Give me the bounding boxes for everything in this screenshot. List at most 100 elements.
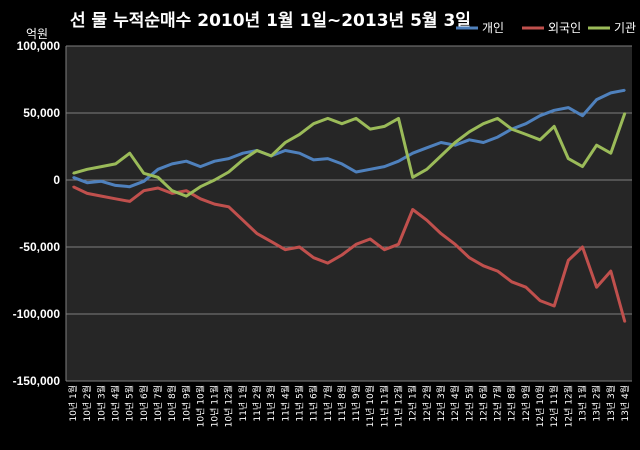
data-point [284, 149, 287, 152]
data-point [426, 168, 428, 171]
data-point [199, 197, 202, 200]
data-point [213, 160, 216, 163]
data-point [256, 232, 258, 235]
data-point [128, 200, 131, 203]
x-tick-label: 12년 5월 [463, 385, 475, 422]
data-point [114, 163, 117, 165]
data-point [270, 155, 272, 157]
x-tick-label: 10년 9월 [180, 385, 192, 422]
data-point [143, 180, 145, 183]
data-point [227, 206, 230, 208]
data-point [298, 133, 301, 136]
data-point [171, 189, 173, 192]
y-tick-label: 50,000 [23, 106, 60, 120]
legend-label: 기관 [614, 21, 636, 35]
data-point [284, 248, 287, 251]
y-tick-label: -100,000 [13, 307, 61, 321]
data-point [157, 168, 159, 171]
x-tick-label: 10년 10월 [194, 385, 206, 427]
data-point [213, 203, 216, 205]
x-tick-label: 10년 11월 [209, 385, 221, 427]
plot-area [66, 46, 632, 381]
x-tick-label: 12년 2월 [421, 385, 433, 422]
data-point [609, 270, 612, 272]
x-tick-label: 12년 8월 [506, 385, 518, 422]
data-point [86, 181, 89, 184]
x-tick-label: 12년 10월 [534, 385, 546, 427]
data-point [312, 159, 315, 161]
data-point [383, 125, 386, 128]
data-point [72, 172, 74, 175]
series-line-1 [72, 185, 627, 323]
data-point [100, 180, 103, 183]
data-point [341, 122, 343, 125]
data-point [440, 155, 442, 157]
data-point [553, 109, 555, 112]
data-point [468, 139, 471, 141]
data-point [227, 157, 230, 160]
data-point [397, 243, 400, 246]
x-tick-label: 13년 3월 [605, 385, 617, 422]
data-point [171, 192, 173, 195]
legend-label: 개인 [482, 21, 504, 35]
data-point [242, 219, 244, 221]
data-point [199, 165, 202, 168]
x-tick-label: 11년 2월 [251, 385, 263, 422]
x-tick-label: 13년 2월 [591, 385, 603, 422]
data-point [411, 176, 414, 179]
data-point [185, 160, 188, 163]
x-tick-label: 11년 1월 [237, 385, 249, 422]
data-point [482, 141, 485, 144]
data-point [341, 254, 343, 256]
data-point [482, 264, 485, 267]
data-point [256, 149, 258, 152]
data-point [567, 259, 570, 262]
data-point [86, 168, 89, 171]
data-point [242, 159, 244, 161]
data-point [426, 219, 428, 221]
x-tick-label: 12년 4월 [449, 385, 461, 422]
data-point [581, 114, 584, 117]
series-line-0 [72, 88, 626, 189]
data-point [426, 147, 428, 149]
data-point [581, 165, 584, 168]
data-point [609, 152, 612, 154]
data-point [213, 179, 216, 181]
data-point [100, 195, 103, 197]
data-point [510, 128, 513, 130]
data-point [482, 122, 485, 125]
x-tick-label: 13년 4월 [619, 385, 631, 422]
data-point [72, 176, 74, 179]
data-point [496, 136, 499, 138]
data-point [284, 141, 287, 144]
x-axis-ticks: 10년 1월 10년 2월 10년 3월 10년 4월 10년 5월 10년 6월 10년 … [67, 385, 631, 427]
x-tick-label: 11년 7월 [322, 385, 334, 422]
x-tick-label: 12년 1월 [407, 385, 419, 422]
data-point [496, 270, 499, 272]
data-point [326, 157, 329, 160]
data-point [510, 281, 513, 283]
x-tick-label: 11년 11월 [378, 385, 390, 427]
data-point [525, 122, 527, 125]
data-point [157, 187, 159, 189]
x-tick-label: 11년 5월 [293, 385, 305, 422]
data-point [468, 130, 471, 133]
legend: 개인 외국인 기관 [456, 21, 636, 35]
x-tick-label: 10년 6월 [138, 385, 150, 422]
x-tick-label: 10년 3월 [95, 385, 107, 422]
data-point [199, 185, 202, 188]
x-tick-label: 10년 2월 [81, 385, 93, 422]
data-point [298, 246, 301, 248]
data-point [454, 243, 456, 246]
data-point [369, 128, 372, 130]
data-point [128, 185, 131, 188]
data-point [227, 171, 230, 173]
data-point [624, 112, 626, 114]
data-point [581, 246, 584, 248]
x-tick-label: 10년 8월 [166, 385, 178, 422]
y-tick-label: 100,000 [17, 39, 61, 53]
data-point [609, 92, 612, 94]
x-tick-label: 10년 4월 [110, 385, 122, 422]
x-tick-label: 11년 9월 [350, 385, 362, 422]
